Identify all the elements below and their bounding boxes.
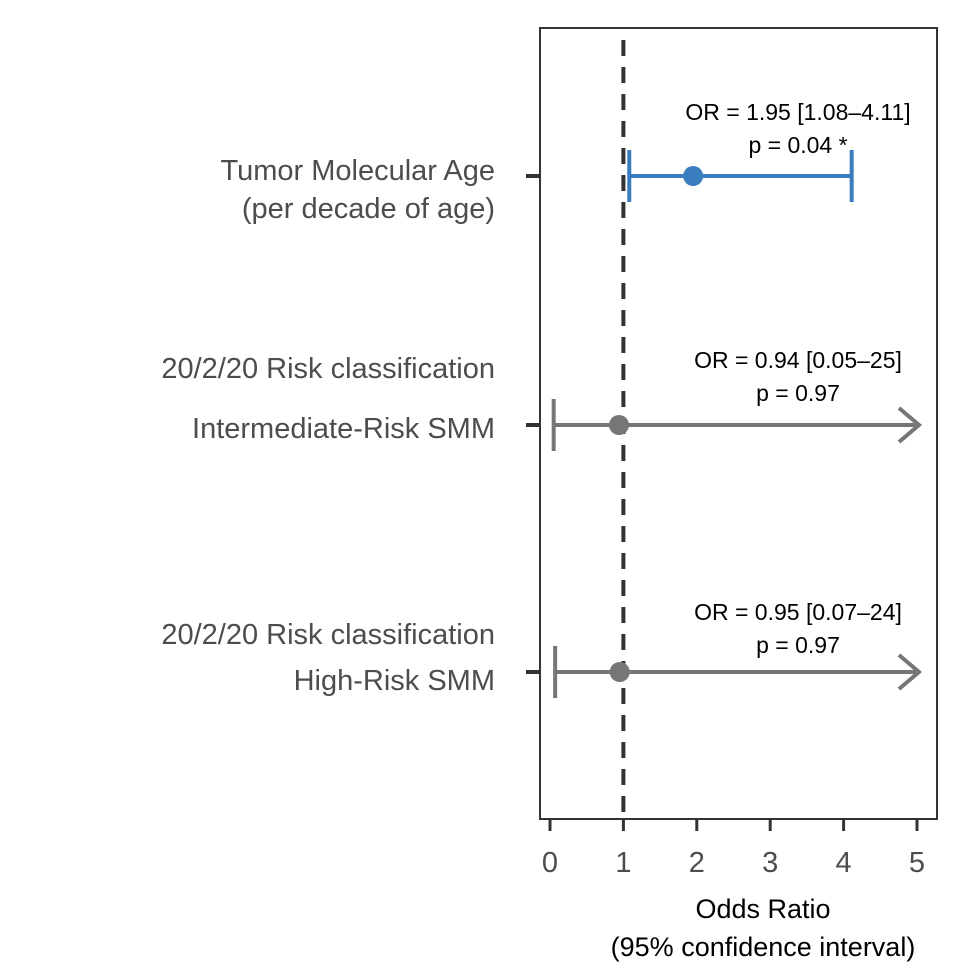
odds-ratio-point [608, 415, 629, 435]
x-axis-title-line-2: (95% confidence interval) [611, 932, 916, 962]
estimate-annotation: p = 0.04 * [748, 132, 847, 158]
forest-row: OR = 0.94 [0.05–25] p = 0.97 [551, 347, 923, 451]
row-label: 20/2/20 Risk classification [161, 353, 495, 385]
x-axis: 0 1 2 3 4 5 [542, 819, 925, 879]
x-tick-label: 5 [909, 847, 925, 879]
estimate-annotation: p = 0.97 [756, 632, 840, 658]
row-label: (per decade of age) [242, 193, 495, 225]
x-axis-title-line-1: Odds Ratio [695, 894, 830, 924]
upper-ci-arrow [897, 653, 923, 691]
estimate-annotation: OR = 0.95 [0.07–24] [694, 599, 902, 625]
row-label: Tumor Molecular Age [220, 155, 495, 187]
odds-ratio-point [609, 662, 630, 682]
row-label: High-Risk SMM [294, 665, 495, 697]
forest-row: OR = 1.95 [1.08–4.11] p = 0.04 * [627, 99, 911, 202]
x-tick-label: 2 [689, 847, 705, 879]
forest-rows: OR = 1.95 [1.08–4.11] p = 0.04 * OR = 0.94… [551, 99, 923, 698]
estimate-annotation: OR = 1.95 [1.08–4.11] [685, 99, 910, 125]
estimate-annotation: p = 0.97 [756, 380, 840, 406]
x-tick-label: 1 [615, 847, 631, 879]
x-tick-label: 0 [542, 847, 558, 879]
estimate-annotation: OR = 0.94 [0.05–25] [694, 347, 902, 373]
forest-row: OR = 0.95 [0.07–24] p = 0.97 [553, 599, 923, 698]
odds-ratio-point [683, 166, 704, 186]
upper-ci-arrow [897, 406, 923, 444]
x-tick-label: 4 [836, 847, 852, 879]
row-label: 20/2/20 Risk classification [161, 619, 495, 651]
row-label: Intermediate-Risk SMM [192, 413, 495, 445]
x-tick-label: 3 [762, 847, 778, 879]
